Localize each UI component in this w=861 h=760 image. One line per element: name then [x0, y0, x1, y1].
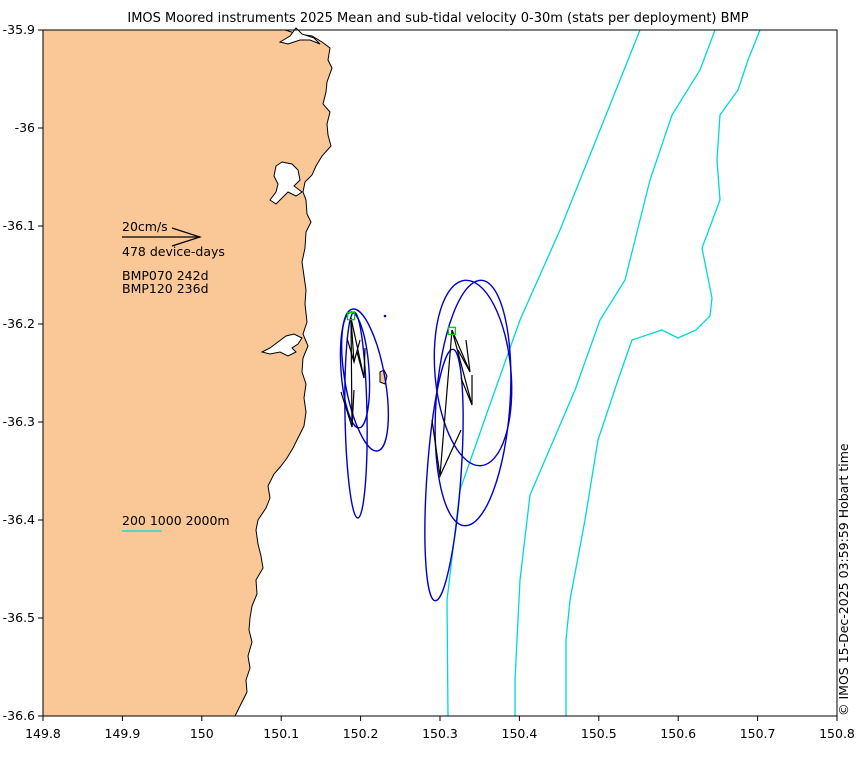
inlet-south — [260, 333, 303, 357]
lon-tick-label: 149.8 — [25, 726, 61, 741]
lat-tick-label: -36.6 — [3, 708, 35, 723]
islet — [383, 314, 387, 318]
legend-scale-arrow-head — [171, 227, 202, 247]
arrows-bmp070 — [340, 317, 366, 428]
arrow-bmp120-b-head — [460, 375, 473, 406]
legend-days-label: 478 device-days — [122, 244, 225, 259]
lat-axis: -35.9 -36 -36.1 -36.2 -36.3 -36.4 -36.5 -36.6 — [3, 22, 43, 723]
legend-deployment-1: BMP070 242d — [122, 268, 209, 283]
arrow-bmp120-b — [451, 329, 473, 406]
lat-tick-label: -35.9 — [3, 22, 35, 37]
arrow-bmp120-c-head — [457, 339, 471, 373]
lat-tick-label: -36.1 — [3, 218, 35, 233]
mooring-marker-bmp120 — [447, 326, 457, 336]
mooring-markers — [346, 312, 457, 336]
lat-tick-label: -36.5 — [3, 610, 35, 625]
lat-tick-label: -36 — [15, 120, 35, 135]
arrow-bmp120-a — [439, 329, 453, 477]
ellipse-bmp120-b — [434, 279, 512, 527]
mooring-marker-bmp070 — [346, 312, 356, 321]
lon-tick-label: 149.9 — [105, 726, 141, 741]
arrow-bmp070-c — [350, 317, 355, 363]
legend-isobath-label: 200 1000 2000m — [122, 513, 230, 528]
inlet-north — [278, 27, 321, 45]
ellipse-bmp070-b — [340, 308, 390, 452]
credit-text: © IMOS 15-Dec-2025 03:59:59 Hobart time — [836, 443, 851, 716]
ellipses-bmp120 — [424, 279, 513, 602]
ellipse-bmp120-c — [433, 279, 513, 467]
lat-tick-label: -36.2 — [3, 316, 35, 331]
lon-tick-label: 150.6 — [660, 726, 696, 741]
legend-deployment-2: BMP120 236d — [122, 281, 209, 296]
lon-tick-label: 150.5 — [581, 726, 617, 741]
lon-tick-label: 150.8 — [819, 726, 855, 741]
arrow-bmp070-c-head — [346, 337, 361, 365]
isobath-2000m — [565, 29, 761, 716]
lon-tick-label: 150.3 — [422, 726, 458, 741]
legend-scale-label: 20cm/s — [122, 219, 168, 234]
arrow-bmp070-a-head — [340, 389, 355, 428]
legend: 20cm/s 478 device-days BMP070 242d BMP12… — [122, 219, 230, 532]
lat-tick-label: -36.3 — [3, 414, 35, 429]
lon-axis: 149.8 149.9 150 150.1 150.2 150.3 150.4 150.5 15… — [25, 716, 855, 741]
isobath-200m — [446, 29, 641, 717]
isobath-1000m — [514, 29, 716, 716]
lat-tick-label: -36.4 — [3, 512, 35, 527]
arrow-bmp120-c — [451, 329, 471, 373]
land-mass — [42, 29, 333, 717]
ellipse-bmp120-a — [424, 348, 464, 602]
arrow-bmp070-b-head — [356, 347, 366, 379]
inlet-middle — [269, 161, 303, 205]
arrow-bmp120-a-head — [431, 419, 462, 479]
lon-tick-label: 150.1 — [263, 726, 299, 741]
arrow-bmp070-a — [350, 317, 353, 428]
lon-tick-label: 150.7 — [740, 726, 776, 741]
lon-tick-label: 150.2 — [343, 726, 379, 741]
arrows-bmp120 — [431, 329, 473, 479]
lon-tick-label: 150 — [190, 726, 214, 741]
map-title: IMOS Moored instruments 2025 Mean and su… — [127, 11, 748, 26]
lon-tick-label: 150.4 — [502, 726, 538, 741]
